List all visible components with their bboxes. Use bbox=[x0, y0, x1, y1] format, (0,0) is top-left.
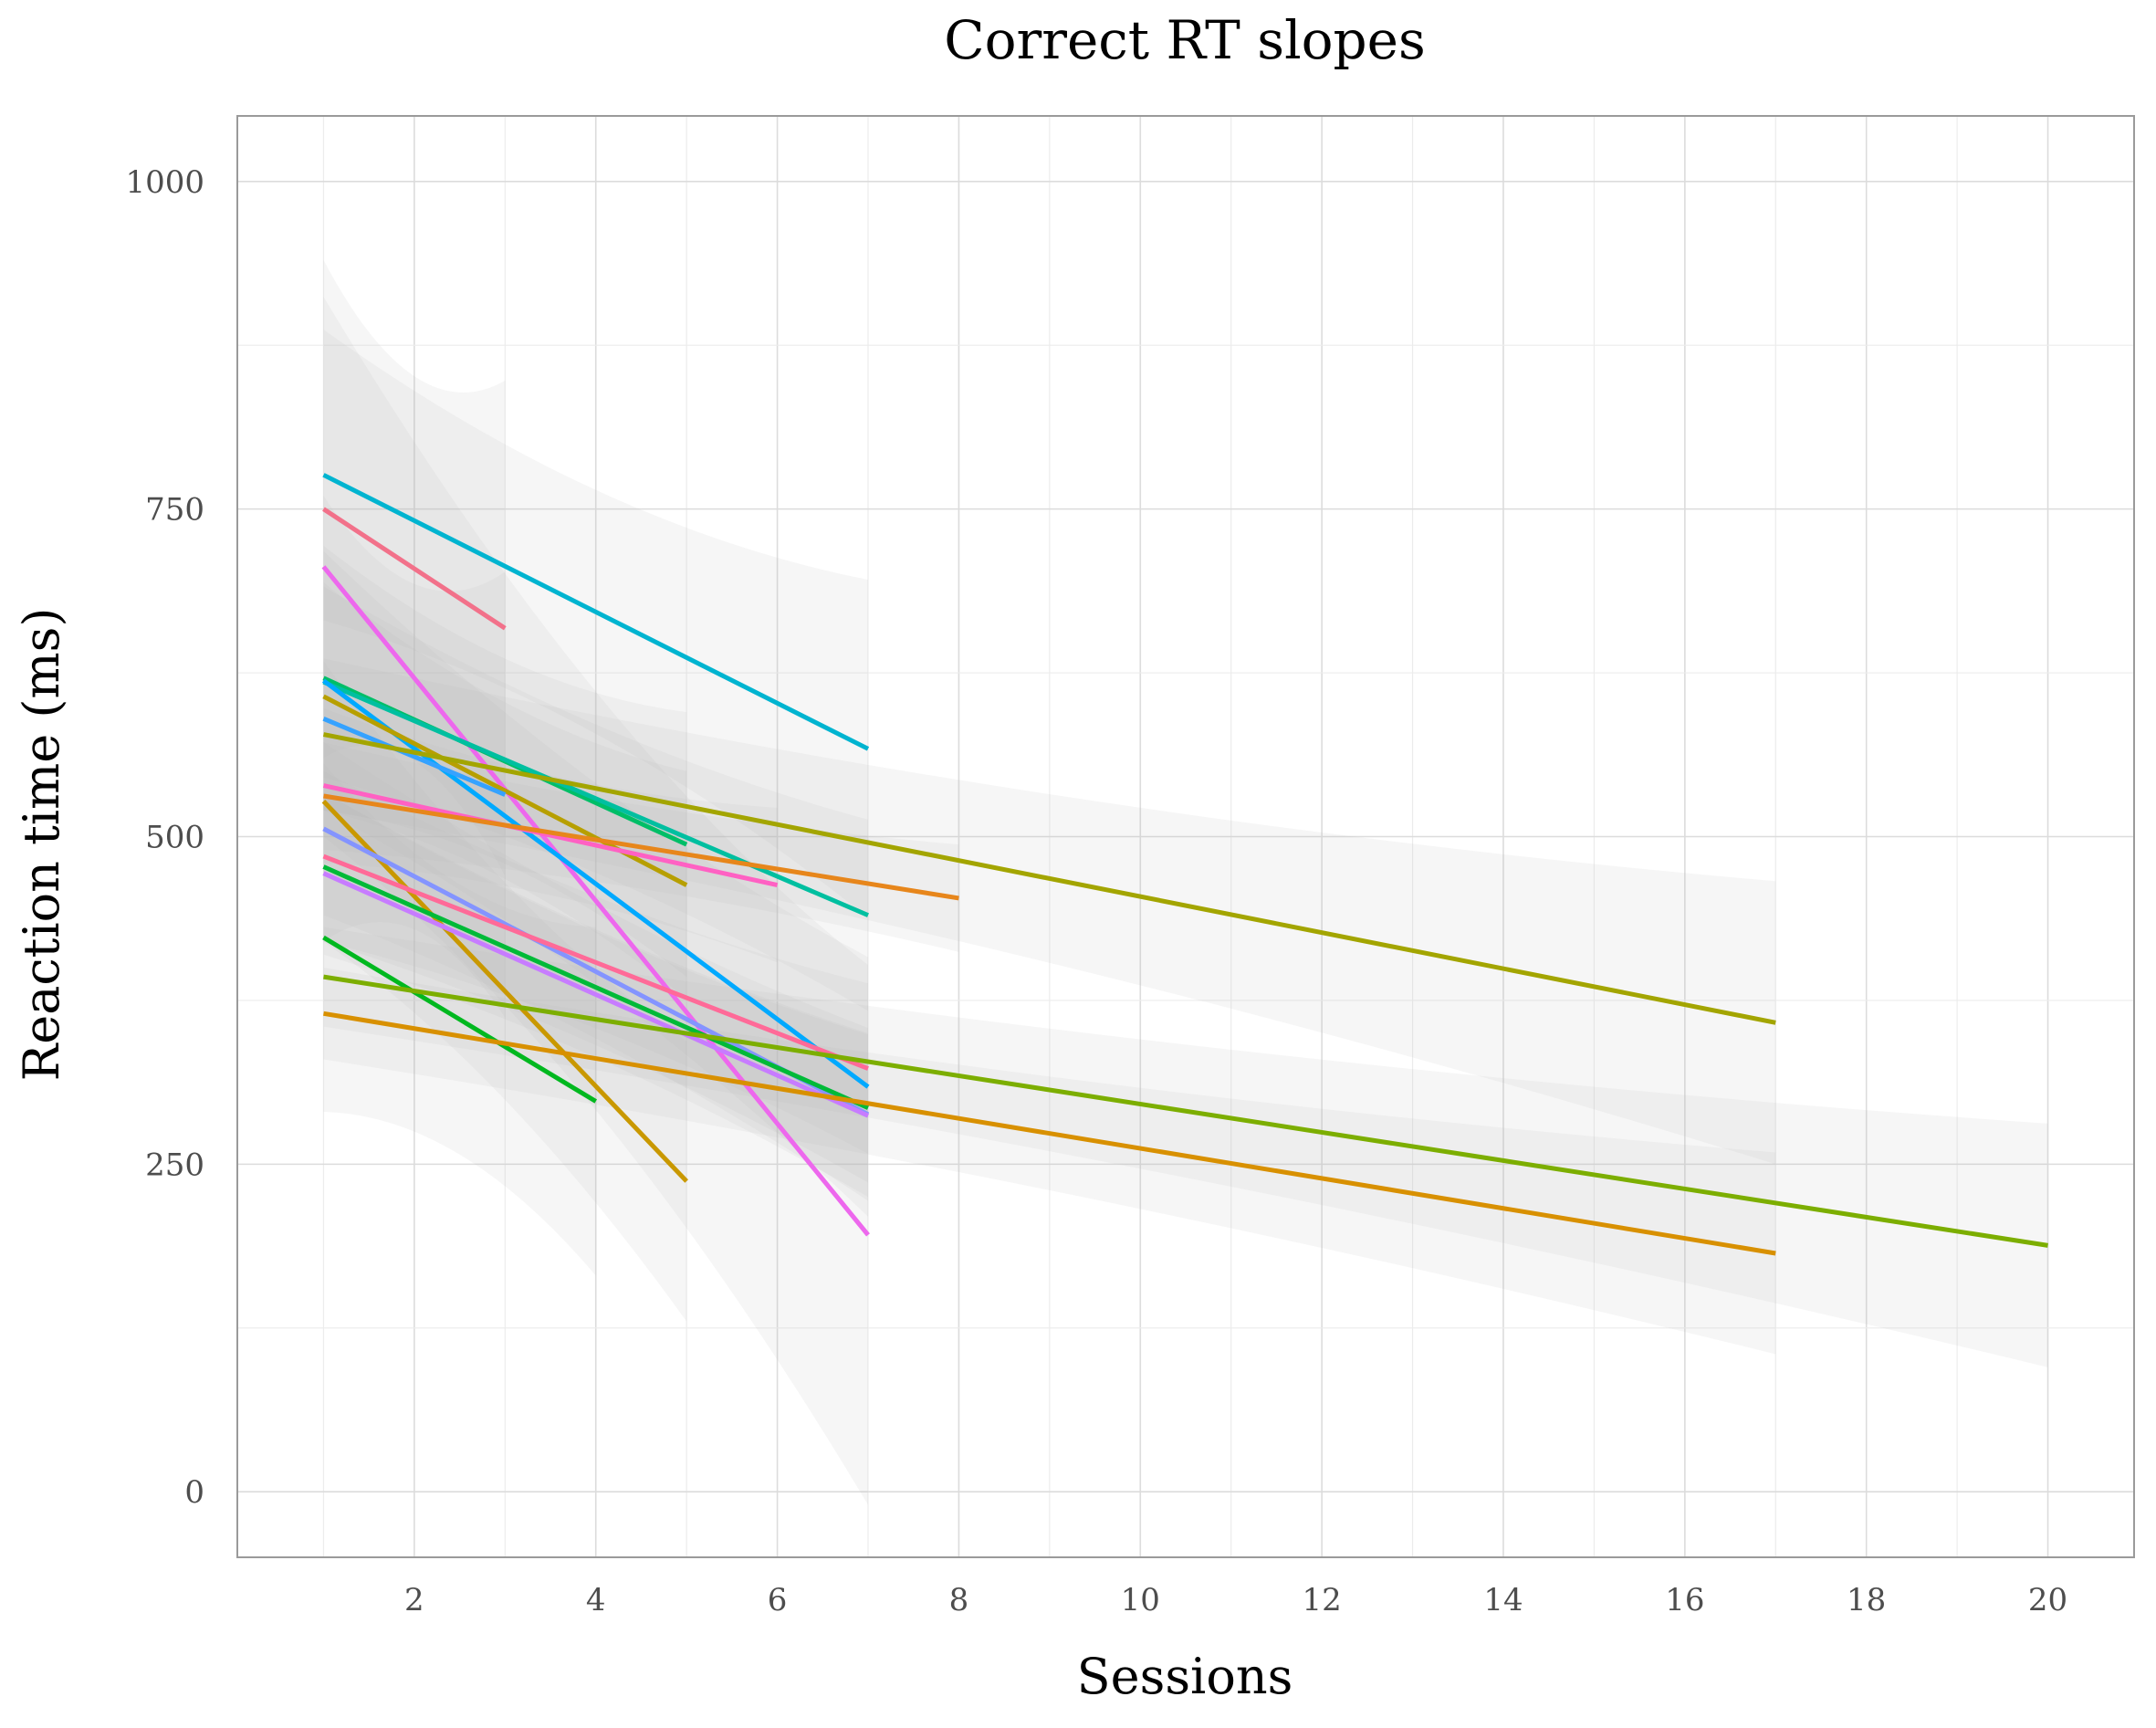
x-tick-label: 18 bbox=[1847, 1582, 1886, 1618]
y-tick-label: 1000 bbox=[125, 164, 204, 201]
x-tick-label: 12 bbox=[1303, 1582, 1342, 1618]
confidence-band-18 bbox=[323, 927, 2048, 1367]
series-line-8 bbox=[322, 717, 507, 797]
x-tick-label: 16 bbox=[1665, 1582, 1704, 1618]
y-tick-label: 500 bbox=[145, 820, 204, 856]
x-tick-label: 6 bbox=[768, 1582, 788, 1618]
chart-title: Correct RT slopes bbox=[944, 9, 1426, 71]
grid bbox=[237, 116, 2134, 1557]
series-line-9 bbox=[322, 732, 1776, 1025]
x-axis-title: Sessions bbox=[1077, 1648, 1293, 1705]
y-tick-label: 250 bbox=[145, 1147, 204, 1183]
series-line-19 bbox=[323, 1011, 1776, 1256]
x-tick-label: 4 bbox=[586, 1582, 606, 1618]
series-line-6 bbox=[321, 678, 870, 1089]
x-tick-label: 2 bbox=[404, 1582, 424, 1618]
series-line-12 bbox=[321, 800, 688, 1183]
series-lines bbox=[321, 473, 2048, 1256]
x-tick-label: 20 bbox=[2028, 1582, 2067, 1618]
series-line-16 bbox=[322, 871, 870, 1118]
x-tick-label: 8 bbox=[949, 1582, 969, 1618]
series-line-17 bbox=[322, 935, 598, 1104]
series-line-10 bbox=[322, 783, 779, 888]
plot-panel-border bbox=[236, 115, 2135, 1558]
series-line-1 bbox=[322, 473, 870, 751]
series-line-3 bbox=[321, 565, 870, 1237]
series-line-5 bbox=[322, 679, 869, 917]
x-tick-label: 10 bbox=[1121, 1582, 1160, 1618]
series-line-2 bbox=[322, 507, 507, 631]
confidence-band-1 bbox=[323, 329, 869, 918]
confidence-band-19 bbox=[323, 968, 1776, 1355]
series-line-14 bbox=[322, 854, 869, 1071]
confidence-band-9 bbox=[323, 658, 1776, 1165]
y-tick-label: 0 bbox=[184, 1474, 204, 1511]
axis-ticks: 2 4 6 8 10 12 14 16 18 20 0 250 500 750 1000 bbox=[125, 164, 2067, 1618]
series-line-15 bbox=[322, 864, 870, 1110]
x-tick-label: 14 bbox=[1483, 1582, 1523, 1618]
y-tick-label: 750 bbox=[145, 492, 204, 529]
series-line-18 bbox=[323, 974, 2048, 1248]
y-axis-title: Reaction time (ms) bbox=[13, 608, 70, 1082]
series-line-11 bbox=[323, 793, 959, 901]
